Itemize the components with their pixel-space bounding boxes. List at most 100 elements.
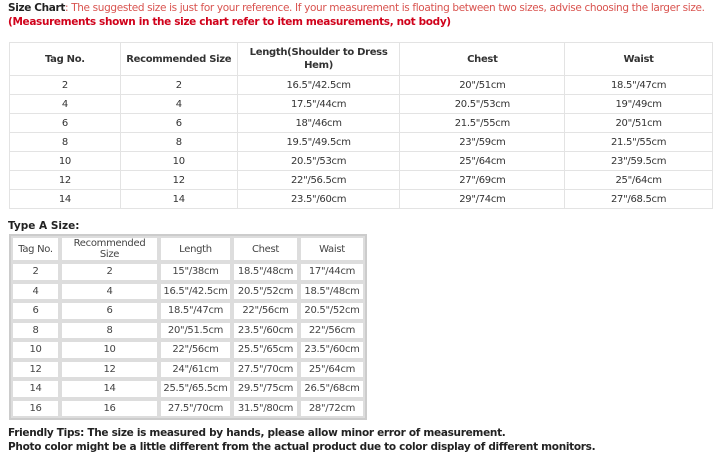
table-row: 12 12 24"/61cm 27.5"/70cm 25"/64cm [11,359,365,379]
table-cell: 22"/56cm [159,340,232,360]
table-row: 8 8 20"/51.5cm 23.5"/60cm 22"/56cm [11,320,365,340]
table-cell: 28"/72cm [299,398,365,418]
table-cell: 16 [60,398,159,418]
table-row: 10 10 22"/56cm 25.5"/65cm 23.5"/60cm [11,340,365,360]
table-cell: 14 [119,189,238,209]
table-cell: 16 [11,398,60,418]
table-cell: 20.5"/53cm [236,151,401,171]
intro-text: : The suggested size is just for your re… [65,2,705,14]
table-cell: 26.5"/68cm [299,379,365,399]
table-cell: 4 [9,94,121,114]
table-cell: 18"/46cm [236,113,401,133]
column-header: Tag No. [11,236,60,262]
table-row: 4 4 17.5"/44cm 20.5"/53cm 19"/49cm [9,94,713,114]
table-cell: 22"/56.5cm [236,170,401,190]
table-cell: 23.5"/60cm [232,320,299,340]
table-cell: 22"/56cm [299,320,365,340]
column-header: Recommended Size [119,42,238,76]
intro-label: Size Chart [8,2,66,14]
table-row: 16 16 27.5"/70cm 31.5"/80cm 28"/72cm [11,398,365,418]
table-cell: 17"/44cm [299,262,365,282]
table-cell: 12 [11,359,60,379]
table-cell: 8 [11,320,60,340]
table-cell: 31.5"/80cm [232,398,299,418]
table-cell: 10 [9,151,121,171]
table-cell: 29"/74cm [399,189,566,209]
table-cell: 21.5"/55cm [564,132,713,152]
table-cell: 18.5"/48cm [299,281,365,301]
table-cell: 10 [11,340,60,360]
column-header: Chest [399,42,566,76]
table-cell: 20.5"/52cm [299,301,365,321]
table-cell: 20"/51.5cm [159,320,232,340]
table-cell: 25"/64cm [399,151,566,171]
table-cell: 2 [119,75,238,95]
table-cell: 6 [119,113,238,133]
table-cell: 23.5"/60cm [299,340,365,360]
table-cell: 23"/59.5cm [564,151,713,171]
table-cell: 24"/61cm [159,359,232,379]
table-cell: 12 [119,170,238,190]
table-cell: 15"/38cm [159,262,232,282]
table-cell: 2 [11,262,60,282]
table-cell: 4 [11,281,60,301]
table-cell: 12 [60,359,159,379]
table-row: 2 2 15"/38cm 18.5"/48cm 17"/44cm [11,262,365,282]
table-cell: 18.5"/47cm [564,75,713,95]
column-header: Recommended Size [60,236,159,262]
table-cell: 14 [60,379,159,399]
table-cell: 25"/64cm [564,170,713,190]
column-header: Chest [232,236,299,262]
table-cell: 23"/59cm [399,132,566,152]
table-row: 6 6 18.5"/47cm 22"/56cm 20.5"/52cm [11,301,365,321]
table-cell: 27"/69cm [399,170,566,190]
table-cell: 19.5"/49.5cm [236,132,401,152]
measurement-note: (Measurements shown in the size chart re… [8,16,451,28]
table-row: 4 4 16.5"/42.5cm 20.5"/52cm 18.5"/48cm [11,281,365,301]
table-cell: 14 [11,379,60,399]
column-header: Length(Shoulder to Dress Hem) [236,42,401,76]
size-chart-table: Tag No. Recommended Size Length(Shoulder t… [9,42,713,209]
table-cell: 8 [9,132,121,152]
table-cell: 10 [60,340,159,360]
table-cell: 14 [9,189,121,209]
table-row: 12 12 22"/56.5cm 27"/69cm 25"/64cm [9,170,713,190]
table-cell: 16.5"/42.5cm [159,281,232,301]
table-cell: 2 [9,75,121,95]
table-cell: 18.5"/47cm [159,301,232,321]
color-tip: Photo color might be a little different … [8,441,596,453]
table-row: 2 2 16.5"/42.5cm 20"/51cm 18.5"/47cm [9,75,713,95]
table-cell: 4 [60,281,159,301]
table-cell: 25"/64cm [299,359,365,379]
table-cell: 12 [9,170,121,190]
table-row: 8 8 19.5"/49.5cm 23"/59cm 21.5"/55cm [9,132,713,152]
table-cell: 22"/56cm [232,301,299,321]
table-cell: 27"/68.5cm [564,189,713,209]
friendly-tip: Friendly Tips: The size is measured by h… [8,427,506,439]
table-row: 6 6 18"/46cm 21.5"/55cm 20"/51cm [9,113,713,133]
column-header: Waist [564,42,713,76]
table-row: 10 10 20.5"/53cm 25"/64cm 23"/59.5cm [9,151,713,171]
table-cell: 10 [119,151,238,171]
table-cell: 17.5"/44cm [236,94,401,114]
table-cell: 20"/51cm [564,113,713,133]
table-cell: 2 [60,262,159,282]
table-cell: 8 [119,132,238,152]
table-cell: 27.5"/70cm [232,359,299,379]
table-cell: 18.5"/48cm [232,262,299,282]
table-cell: 20.5"/52cm [232,281,299,301]
table-cell: 21.5"/55cm [399,113,566,133]
table-cell: 4 [119,94,238,114]
table-row: 14 14 23.5"/60cm 29"/74cm 27"/68.5cm [9,189,713,209]
column-header: Tag No. [9,42,121,76]
table-cell: 6 [9,113,121,133]
table-row: 14 14 25.5"/65.5cm 29.5"/75cm 26.5"/68cm [11,379,365,399]
table-cell: 8 [60,320,159,340]
type-a-size-table: Tag No. Recommended Size Length Chest Waist 2… [9,234,367,420]
table-cell: 20.5"/53cm [399,94,566,114]
type-a-title: Type A Size: [8,220,80,232]
table-cell: 19"/49cm [564,94,713,114]
table-cell: 6 [11,301,60,321]
table-cell: 29.5"/75cm [232,379,299,399]
column-header: Length [159,236,232,262]
